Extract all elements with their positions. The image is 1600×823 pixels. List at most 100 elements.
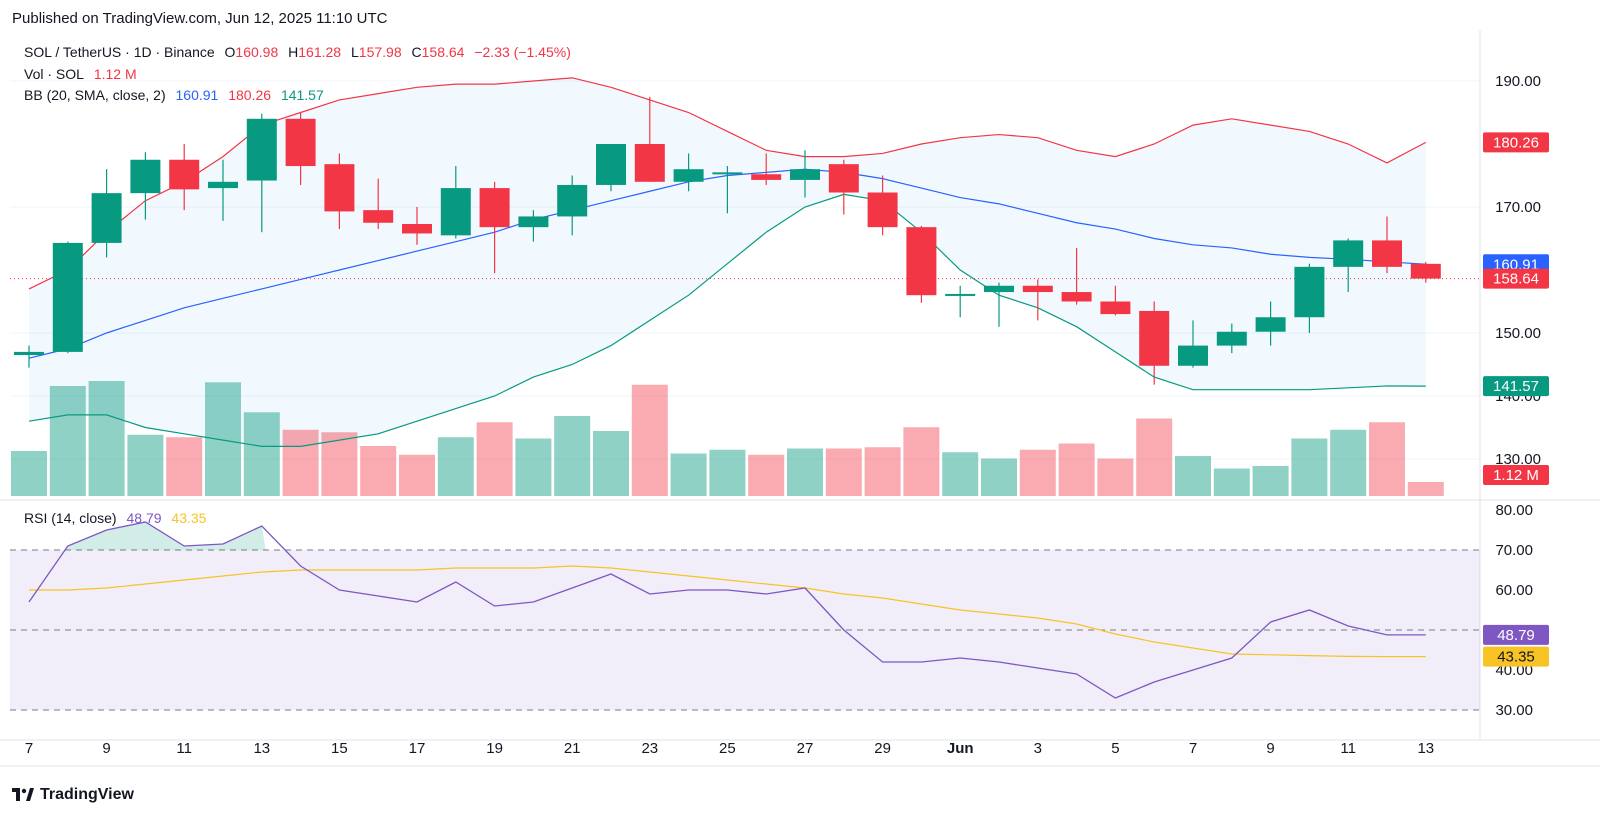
candle-body bbox=[402, 224, 432, 234]
rsi-tick-label: 30.00 bbox=[1495, 702, 1533, 719]
candle-body bbox=[130, 159, 161, 194]
price-tick-label: 190.00 bbox=[1495, 73, 1541, 90]
price-badge-bb_up: 180.26 bbox=[1493, 134, 1539, 151]
time-tick-label: 7 bbox=[25, 740, 33, 757]
candle-body bbox=[828, 164, 859, 193]
time-tick-label: 7 bbox=[1189, 740, 1197, 757]
volume-bar bbox=[360, 446, 397, 496]
volume-bar bbox=[282, 429, 319, 496]
candle-body bbox=[1178, 345, 1208, 366]
legend-bb-mid: 160.91 bbox=[175, 87, 219, 103]
tradingview-logo[interactable]: TradingView bbox=[12, 786, 134, 804]
price-badge-close: 158.64 bbox=[1493, 271, 1539, 288]
candle-body bbox=[440, 188, 471, 236]
rsi-badge-rsi: 48.79 bbox=[1497, 627, 1535, 644]
volume-bar bbox=[942, 452, 979, 496]
price-pane bbox=[10, 34, 1480, 496]
candle-body bbox=[246, 118, 277, 181]
time-tick-label: Jun bbox=[947, 740, 974, 757]
candle-body bbox=[945, 293, 976, 296]
volume-bar bbox=[670, 453, 707, 496]
time-tick-label: 13 bbox=[1417, 740, 1434, 757]
volume-bar bbox=[437, 437, 474, 496]
volume-bar bbox=[166, 437, 203, 496]
time-tick-label: 9 bbox=[1266, 740, 1274, 757]
time-tick-label: 9 bbox=[102, 740, 110, 757]
volume-bar bbox=[981, 458, 1017, 496]
legend-low: 157.98 bbox=[358, 44, 402, 60]
legend-open: 160.98 bbox=[235, 44, 279, 60]
brand-name: TradingView bbox=[40, 786, 134, 803]
candle-body bbox=[91, 193, 122, 243]
legend-volume: 1.12 M bbox=[93, 66, 137, 82]
volume-bar bbox=[49, 386, 86, 496]
candle-body bbox=[712, 172, 743, 175]
legend-symbol[interactable]: SOL / TetherUS · 1D · Binance bbox=[24, 44, 215, 60]
candle-body bbox=[324, 164, 355, 212]
volume-bar bbox=[864, 447, 901, 496]
candle-body bbox=[363, 210, 394, 223]
legend-bb-label[interactable]: BB (20, SMA, close, 2) bbox=[24, 87, 166, 103]
legend-rsi-ma: 43.35 bbox=[171, 510, 207, 526]
time-tick-label: 23 bbox=[641, 740, 658, 757]
candle-body bbox=[1061, 292, 1092, 302]
volume-bar bbox=[631, 384, 668, 496]
rsi-overbought-fill bbox=[63, 522, 266, 550]
volume-bar bbox=[205, 382, 241, 496]
candle-body bbox=[557, 184, 588, 217]
volume-bar bbox=[1330, 429, 1367, 496]
candle-body bbox=[1410, 263, 1441, 279]
volume-bar bbox=[1407, 482, 1444, 496]
volume-bar bbox=[1369, 422, 1405, 496]
legend-volume-row: Vol · SOL 1.12 M bbox=[24, 66, 143, 82]
volume-bar bbox=[127, 434, 164, 496]
volume-bar bbox=[709, 449, 746, 496]
rsi-badge-rsi-bg bbox=[1483, 624, 1549, 645]
time-tick-label: 13 bbox=[253, 740, 270, 757]
time-tick-label: 29 bbox=[874, 740, 891, 757]
rsi-ma-line bbox=[29, 565, 1426, 658]
volume-bar bbox=[825, 448, 862, 496]
bb-lower-line bbox=[28, 193, 1426, 447]
candle-body bbox=[634, 144, 665, 182]
candle-body bbox=[52, 242, 83, 352]
candle-body bbox=[1022, 285, 1053, 293]
candle-body bbox=[596, 144, 626, 185]
legend-close-label: C bbox=[411, 44, 422, 60]
price-badge-bb_up-bg bbox=[1483, 132, 1549, 153]
volume-bar bbox=[88, 381, 125, 496]
time-tick-label: 3 bbox=[1034, 740, 1042, 757]
volume-bar bbox=[1252, 466, 1289, 496]
volume-bar bbox=[1175, 456, 1211, 496]
legend-volume-label[interactable]: Vol · SOL bbox=[24, 66, 84, 82]
candle-body bbox=[1139, 310, 1170, 366]
volume-bar bbox=[399, 454, 435, 496]
legend-low-label: L bbox=[350, 44, 359, 60]
volume-bar bbox=[1213, 468, 1250, 496]
time-tick-label: 19 bbox=[486, 740, 503, 757]
volume-badge: 1.12 M bbox=[1493, 467, 1539, 484]
candle-body bbox=[285, 118, 316, 167]
volume-bar bbox=[787, 448, 823, 496]
candle-body bbox=[1294, 266, 1325, 318]
candle-body bbox=[906, 227, 937, 296]
volume-bar bbox=[11, 451, 47, 496]
volume-bar bbox=[748, 454, 785, 496]
volume-bar bbox=[321, 432, 358, 496]
rsi-tick-label: 60.00 bbox=[1495, 582, 1533, 599]
candle-body bbox=[673, 169, 704, 182]
candle-body bbox=[208, 181, 238, 189]
legend-rsi-label[interactable]: RSI (14, close) bbox=[24, 510, 117, 526]
volume-bar bbox=[1019, 449, 1056, 496]
candle-body bbox=[479, 188, 510, 228]
time-tick-label: 5 bbox=[1111, 740, 1119, 757]
volume-bar bbox=[903, 427, 940, 496]
candle-body bbox=[1216, 331, 1247, 346]
time-tick-label: 11 bbox=[1340, 740, 1356, 757]
volume-bar bbox=[1291, 438, 1328, 496]
volume-bar bbox=[1058, 443, 1095, 496]
price-badge-close-bg bbox=[1483, 268, 1549, 289]
time-tick-label: 15 bbox=[331, 740, 348, 757]
candle-body bbox=[14, 351, 44, 356]
